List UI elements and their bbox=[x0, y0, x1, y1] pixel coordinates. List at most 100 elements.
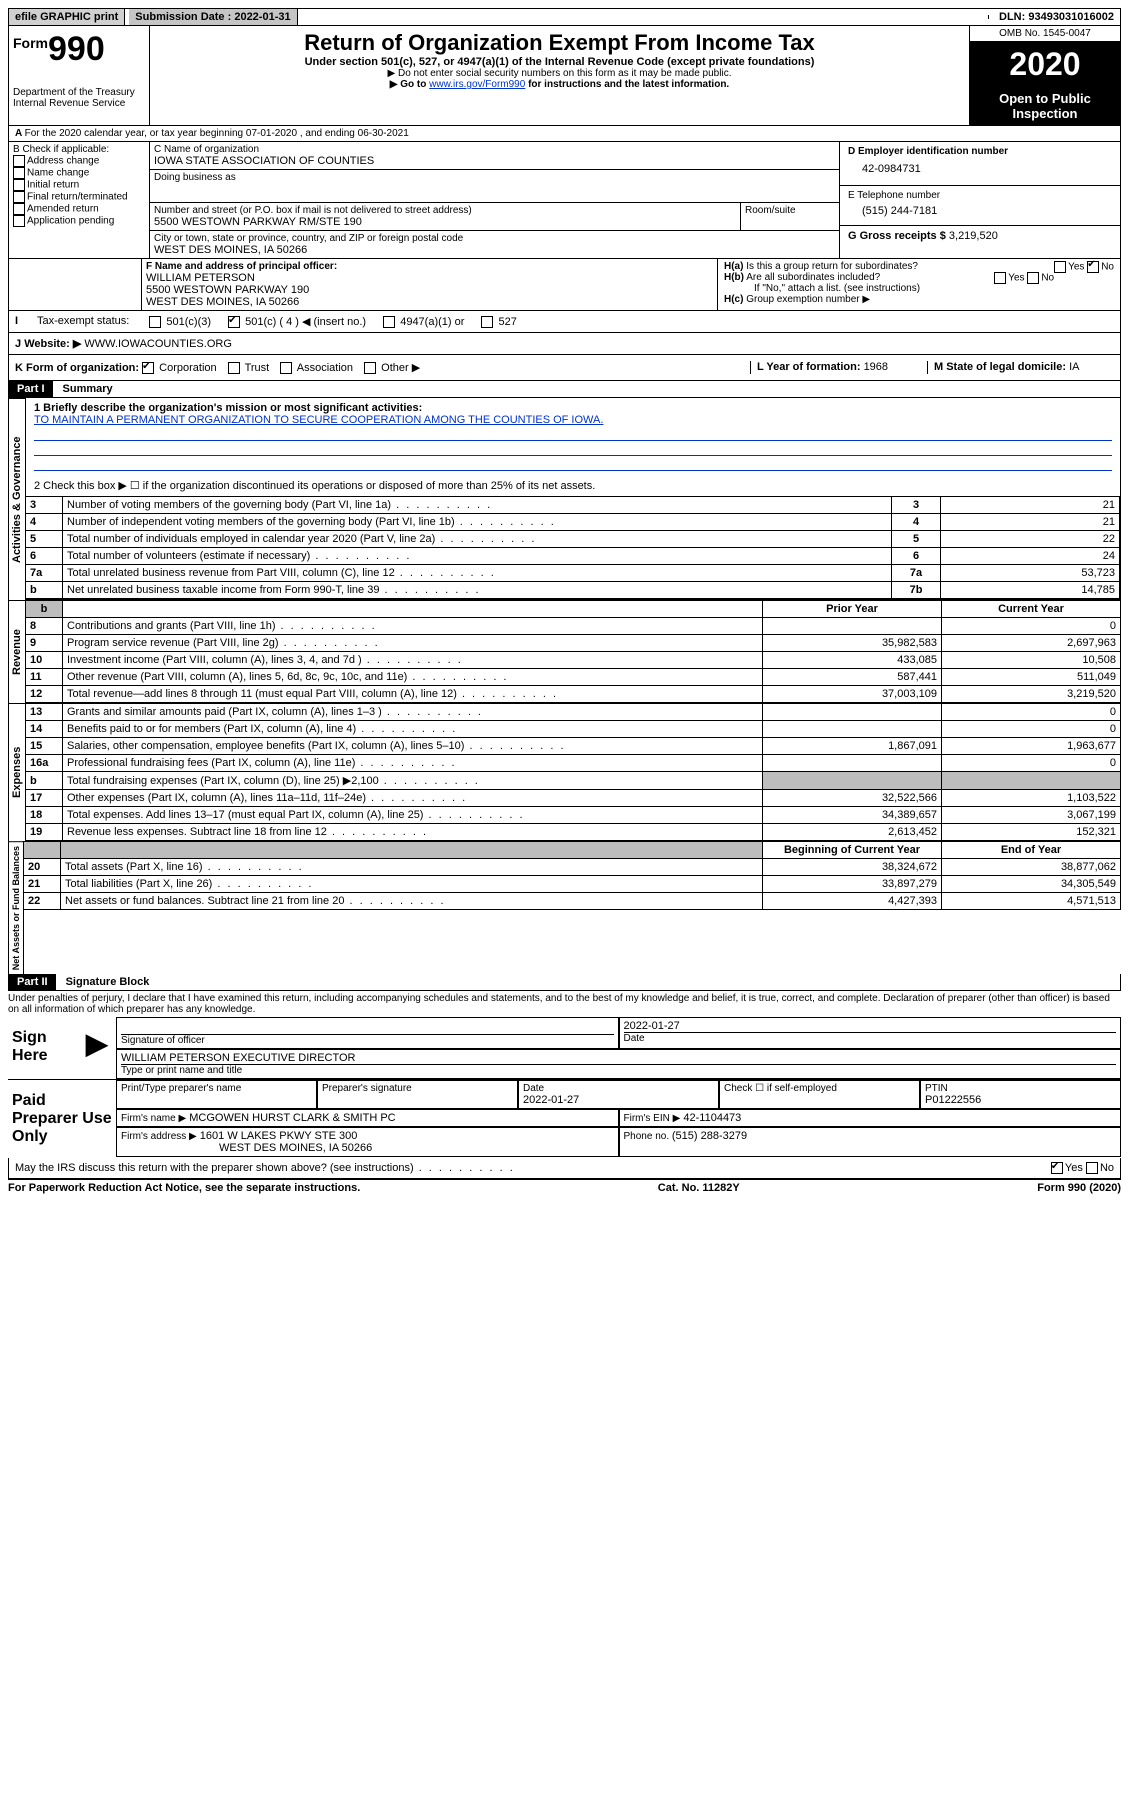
prep-sig-label: Preparer's signature bbox=[322, 1083, 513, 1094]
table-row: 15Salaries, other compensation, employee… bbox=[26, 738, 1121, 755]
city: WEST DES MOINES, IA 50266 bbox=[154, 244, 835, 256]
box-klm: K Form of organization: Corporation Trus… bbox=[8, 355, 1121, 381]
mission-line bbox=[34, 426, 1112, 441]
b-item: Name change bbox=[13, 167, 145, 179]
form-word: Form bbox=[13, 35, 48, 51]
org-name: IOWA STATE ASSOCIATION OF COUNTIES bbox=[154, 155, 835, 167]
col-end: End of Year bbox=[942, 842, 1121, 859]
checkbox[interactable] bbox=[383, 316, 395, 328]
top-bar: efile GRAPHIC print Submission Date : 20… bbox=[8, 8, 1121, 26]
prep-date-label: Date bbox=[523, 1083, 714, 1094]
sig-officer-label: Signature of officer bbox=[121, 1034, 614, 1046]
vlabel-net: Net Assets or Fund Balances bbox=[8, 841, 24, 974]
efile-link[interactable]: efile GRAPHIC print bbox=[9, 9, 125, 25]
expenses-table: 13Grants and similar amounts paid (Part … bbox=[26, 703, 1121, 841]
checkbox-no[interactable] bbox=[1086, 1162, 1098, 1174]
tax-year: 2020 bbox=[970, 42, 1120, 87]
mission-line bbox=[34, 456, 1112, 471]
firm-addr1: 1601 W LAKES PKWY STE 300 bbox=[200, 1130, 358, 1142]
table-row: 17Other expenses (Part IX, column (A), l… bbox=[26, 790, 1121, 807]
checkbox[interactable] bbox=[228, 362, 240, 374]
submission-date: 2022-01-31 bbox=[234, 11, 290, 23]
checkbox[interactable] bbox=[149, 316, 161, 328]
year-formation: 1968 bbox=[864, 361, 888, 373]
vlabel-revenue: Revenue bbox=[8, 600, 26, 703]
ein-value: 42-0984731 bbox=[848, 157, 1112, 181]
checkbox[interactable] bbox=[280, 362, 292, 374]
check-self-employed: Check ☐ if self-employed bbox=[719, 1080, 920, 1109]
omb-number: OMB No. 1545-0047 bbox=[970, 26, 1120, 42]
gross-receipts-label: G Gross receipts $ bbox=[848, 230, 949, 242]
governance-block: Activities & Governance 1 Briefly descri… bbox=[8, 398, 1121, 600]
form-subtitle: Under section 501(c), 527, or 4947(a)(1)… bbox=[154, 56, 965, 68]
checkbox-yes[interactable] bbox=[1054, 261, 1066, 273]
vlabel-governance: Activities & Governance bbox=[8, 398, 26, 600]
firm-addr-label: Firm's address ▶ bbox=[121, 1131, 197, 1142]
header-left: Form990 Department of the Treasury Inter… bbox=[9, 26, 150, 125]
checkbox[interactable] bbox=[13, 191, 25, 203]
checkbox[interactable] bbox=[13, 167, 25, 179]
checkbox[interactable] bbox=[13, 203, 25, 215]
irs-link[interactable]: www.irs.gov/Form990 bbox=[429, 79, 525, 90]
checkbox[interactable] bbox=[13, 215, 25, 227]
part2-tag: Part II bbox=[9, 974, 56, 990]
mission-line bbox=[34, 441, 1112, 456]
table-row: bNet unrelated business taxable income f… bbox=[26, 582, 1120, 599]
firm-name: MCGOWEN HURST CLARK & SMITH PC bbox=[189, 1112, 395, 1124]
street: 5500 WESTOWN PARKWAY RM/STE 190 bbox=[154, 216, 736, 228]
box-l-label: L Year of formation: bbox=[757, 361, 864, 373]
table-row: 4Number of independent voting members of… bbox=[26, 514, 1120, 531]
form-title: Return of Organization Exempt From Incom… bbox=[154, 30, 965, 56]
box-h: H(a) Is this a group return for subordin… bbox=[718, 259, 1120, 310]
firm-ein: 42-1104473 bbox=[683, 1112, 741, 1124]
officer-name: WILLIAM PETERSON bbox=[146, 272, 713, 284]
checkbox-yes[interactable] bbox=[1051, 1162, 1063, 1174]
paid-preparer-block: Paid Preparer Use Only Print/Type prepar… bbox=[8, 1079, 1121, 1158]
checkbox-no[interactable] bbox=[1027, 272, 1039, 284]
firm-phone-label: Phone no. bbox=[624, 1131, 672, 1142]
checkbox[interactable] bbox=[13, 179, 25, 191]
checkbox-yes[interactable] bbox=[994, 272, 1006, 284]
checkbox-corp[interactable] bbox=[142, 362, 154, 374]
street-label: Number and street (or P.O. box if mail i… bbox=[154, 205, 736, 216]
header-right: OMB No. 1545-0047 2020 Open to Public In… bbox=[969, 26, 1120, 125]
box-i: I Tax-exempt status: 501(c)(3) 501(c) ( … bbox=[8, 311, 1121, 333]
checkbox[interactable] bbox=[364, 362, 376, 374]
firm-ein-label: Firm's EIN ▶ bbox=[624, 1113, 681, 1124]
net-assets-block: Net Assets or Fund Balances Beginning of… bbox=[8, 841, 1121, 974]
note-link-row: ▶ Go to www.irs.gov/Form990 for instruct… bbox=[154, 79, 965, 90]
box-f-label: F Name and address of principal officer: bbox=[146, 261, 713, 272]
governance-table: 3Number of voting members of the governi… bbox=[26, 496, 1120, 599]
h-c-text: Group exemption number ▶ bbox=[746, 294, 870, 305]
prep-name-label: Print/Type preparer's name bbox=[121, 1083, 312, 1094]
discuss-row: May the IRS discuss this return with the… bbox=[8, 1158, 1121, 1179]
h-note: If "No," attach a list. (see instruction… bbox=[724, 283, 1114, 294]
website-value: WWW.IOWACOUNTIES.ORG bbox=[84, 338, 231, 350]
table-row: 11Other revenue (Part VIII, column (A), … bbox=[26, 669, 1121, 686]
date-label: Date bbox=[624, 1032, 1117, 1044]
table-row: 22Net assets or fund balances. Subtract … bbox=[24, 893, 1121, 910]
dln-cell: DLN: 93493031016002 bbox=[993, 9, 1120, 25]
city-label: City or town, state or province, country… bbox=[154, 233, 835, 244]
table-row: 7aTotal unrelated business revenue from … bbox=[26, 565, 1120, 582]
note-ssn: ▶ Do not enter social security numbers o… bbox=[154, 68, 965, 79]
part1-tag: Part I bbox=[9, 381, 53, 397]
calendar-year-text: For the 2020 calendar year, or tax year … bbox=[25, 128, 409, 139]
gross-receipts-value: 3,219,520 bbox=[949, 230, 998, 242]
form-number: Form990 bbox=[13, 30, 145, 69]
checkbox[interactable] bbox=[481, 316, 493, 328]
submission-date-cell: Submission Date : 2022-01-31 bbox=[129, 9, 297, 25]
checkbox-checked[interactable] bbox=[228, 316, 240, 328]
col-prior: Prior Year bbox=[763, 601, 942, 618]
phone-value: (515) 244-7181 bbox=[848, 201, 1112, 221]
col-current: Current Year bbox=[942, 601, 1121, 618]
mission-text[interactable]: TO MAINTAIN A PERMANENT ORGANIZATION TO … bbox=[34, 414, 603, 426]
revenue-table: b Prior Year Current Year 8Contributions… bbox=[26, 600, 1121, 703]
room-suite-label: Room/suite bbox=[740, 203, 839, 230]
c-name-label: C Name of organization bbox=[154, 144, 835, 155]
checkbox-no[interactable] bbox=[1087, 261, 1099, 273]
checkbox[interactable] bbox=[13, 155, 25, 167]
ptin: P01222556 bbox=[925, 1094, 1116, 1106]
form-header: Form990 Department of the Treasury Inter… bbox=[8, 26, 1121, 126]
b-item: Amended return bbox=[13, 203, 145, 215]
